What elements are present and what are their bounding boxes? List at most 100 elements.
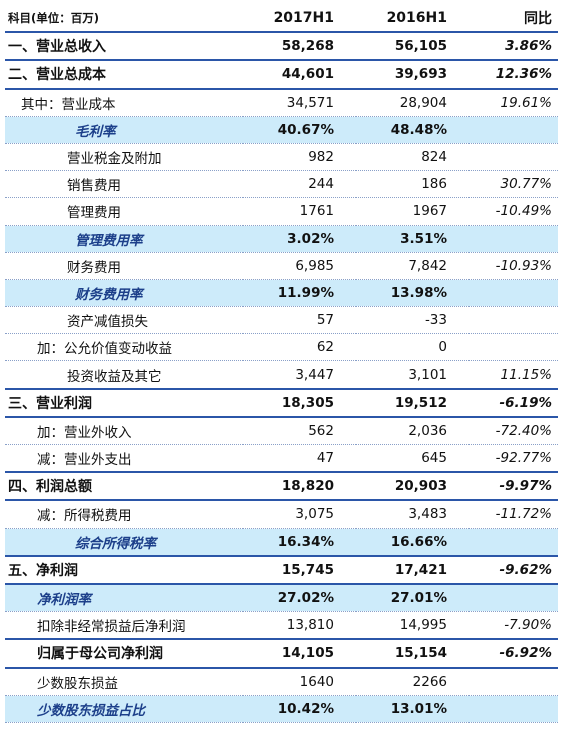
value-yoy: -92.77% (495, 450, 552, 467)
value-yoy (469, 584, 558, 612)
row-label: 毛利率 (75, 123, 116, 140)
table-row-non-operating-income: 加：营业外收入 562 2,036 -72.40% (5, 417, 558, 445)
table-row-selling-expense: 销售费用 244 186 30.77% (5, 171, 558, 198)
table-row-minority-interest-ratio: 少数股东损益占比 10.42% 13.01% (5, 695, 558, 723)
value-yoy (469, 307, 558, 334)
value-yoy (469, 143, 558, 170)
value-yoy: -11.72% (495, 506, 552, 523)
value-2016h1: 13.98% (390, 284, 447, 301)
row-label: 四、利润总额 (8, 479, 92, 496)
row-label: 管理费用率 (75, 232, 143, 249)
value-2016h1: 7,842 (408, 257, 447, 274)
row-label: 管理费用 (67, 205, 121, 222)
value-2016h1: 1967 (412, 203, 447, 220)
value-2017h1: 62 (316, 339, 334, 356)
col-2016h1-header: 2016H1 (386, 10, 447, 27)
value-yoy: 3.86% (505, 38, 552, 55)
value-2017h1: 1640 (299, 673, 334, 690)
value-yoy: -72.40% (495, 422, 552, 439)
value-yoy: -6.19% (499, 394, 552, 411)
item-column-header: 科目(单位：百万) (8, 11, 100, 26)
table-row-non-operating-expense: 减：营业外支出 47 645 -92.77% (5, 445, 558, 473)
table-row-fair-value-gain: 加：公允价值变动收益 62 0 (5, 334, 558, 361)
value-yoy: -10.49% (495, 203, 552, 220)
value-2016h1: 19,512 (394, 394, 447, 411)
row-label: 综合所得税率 (75, 535, 156, 552)
row-label: 营业税金及附加 (67, 151, 162, 168)
value-2016h1: -33 (424, 312, 447, 329)
row-label: 少数股东损益 (37, 675, 118, 692)
row-label: 三、营业利润 (8, 395, 92, 412)
value-2017h1: 244 (308, 176, 334, 193)
row-label: 净利润率 (37, 592, 91, 609)
row-label: 一、营业总收入 (8, 39, 106, 56)
col-2017h1-header: 2017H1 (273, 10, 334, 27)
value-2016h1: 2266 (412, 673, 447, 690)
value-yoy: -10.93% (495, 257, 552, 274)
value-2016h1: 48.48% (390, 121, 447, 138)
value-2016h1: 28,904 (399, 94, 447, 111)
value-2016h1: 3,101 (408, 366, 447, 383)
income-statement-table: 科目(单位：百万) 2017H1 2016H1 同比 一、营业总收入 58,26… (5, 5, 558, 723)
table-row-adjusted-net-profit: 扣除非经常损益后净利润 13,810 14,995 -7.90% (5, 612, 558, 640)
value-2017h1: 18,820 (281, 478, 334, 495)
value-yoy (469, 528, 558, 556)
col-yoy-header: 同比 (524, 11, 552, 28)
value-yoy: 12.36% (495, 66, 552, 83)
value-2017h1: 6,985 (295, 257, 334, 274)
row-label: 资产减值损失 (67, 314, 148, 331)
value-2017h1: 58,268 (281, 38, 334, 55)
row-label: 少数股东损益占比 (37, 702, 145, 719)
value-yoy: 30.77% (500, 176, 552, 193)
value-2017h1: 27.02% (277, 590, 334, 607)
value-2017h1: 44,601 (281, 66, 334, 83)
table-row-net-margin: 净利润率 27.02% 27.01% (5, 583, 558, 612)
row-label: 减：所得税费用 (37, 508, 132, 525)
table-row-total-cost: 二、营业总成本 44,601 39,693 12.36% (5, 60, 558, 89)
value-2016h1: 27.01% (390, 590, 447, 607)
row-label: 减：营业外支出 (37, 452, 132, 469)
value-2017h1: 1761 (299, 203, 334, 220)
value-yoy: -6.92% (499, 645, 552, 662)
value-yoy: -7.90% (504, 617, 552, 634)
table-row-operating-cost: 其中：营业成本 34,571 28,904 19.61% (5, 89, 558, 117)
table-row-finance-expense-ratio: 财务费用率 11.99% 13.98% (5, 279, 558, 307)
value-2016h1: 3.51% (400, 230, 447, 247)
value-yoy (469, 668, 558, 696)
value-2016h1: 645 (421, 450, 447, 467)
value-2017h1: 562 (308, 422, 334, 439)
row-label: 其中：营业成本 (21, 96, 116, 113)
row-label: 二、营业总成本 (8, 67, 106, 84)
value-2017h1: 3,447 (295, 366, 334, 383)
value-2016h1: 186 (421, 176, 447, 193)
value-yoy (469, 695, 558, 722)
value-2017h1: 47 (316, 450, 334, 467)
table-row-investment-income: 投资收益及其它 3,447 3,101 11.15% (5, 361, 558, 389)
table-row-admin-expense: 管理费用 1761 1967 -10.49% (5, 198, 558, 225)
value-2017h1: 3,075 (295, 506, 334, 523)
value-2017h1: 15,745 (281, 561, 334, 578)
value-2016h1: 14,995 (399, 617, 447, 634)
value-2016h1: 824 (421, 149, 447, 166)
row-label: 加：营业外收入 (37, 424, 132, 441)
row-label: 加：公允价值变动收益 (37, 341, 172, 358)
row-label: 投资收益及其它 (67, 368, 162, 385)
value-2017h1: 18,305 (281, 394, 334, 411)
table-row-effective-tax-rate: 综合所得税率 16.34% 16.66% (5, 528, 558, 556)
table-row-business-tax: 营业税金及附加 982 824 (5, 143, 558, 171)
value-2017h1: 14,105 (281, 645, 334, 662)
table-row-total-revenue: 一、营业总收入 58,268 56,105 3.86% (5, 32, 558, 61)
row-label: 归属于母公司净利润 (37, 646, 163, 663)
table-row-asset-impairment: 资产减值损失 57 -33 (5, 307, 558, 334)
value-yoy (469, 225, 558, 252)
table-row-gross-margin: 毛利率 40.67% 48.48% (5, 116, 558, 144)
value-2016h1: 56,105 (394, 38, 447, 55)
value-2016h1: 2,036 (408, 422, 447, 439)
table-row-minority-interest: 少数股东损益 1640 2266 (5, 668, 558, 696)
value-yoy (469, 334, 558, 361)
value-2017h1: 34,571 (286, 94, 334, 111)
value-2016h1: 20,903 (394, 478, 447, 495)
value-2016h1: 3,483 (408, 506, 447, 523)
table-header-row: 科目(单位：百万) 2017H1 2016H1 同比 (5, 5, 558, 33)
value-2017h1: 982 (308, 149, 334, 166)
